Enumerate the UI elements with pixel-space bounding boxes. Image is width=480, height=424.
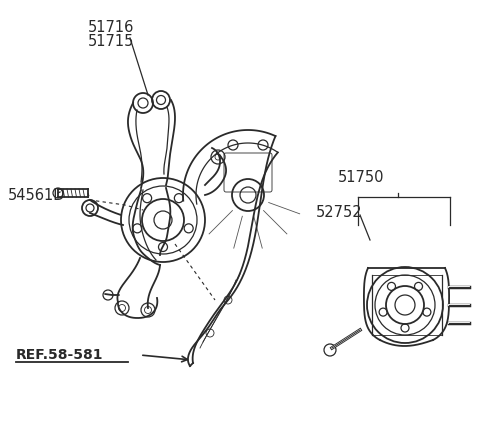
Text: 51715: 51715	[88, 34, 134, 49]
Text: 54561D: 54561D	[8, 187, 65, 203]
Text: REF.58-581: REF.58-581	[16, 348, 104, 362]
Text: 52752: 52752	[316, 205, 362, 220]
Text: 51750: 51750	[338, 170, 384, 185]
Text: 51716: 51716	[88, 20, 134, 35]
